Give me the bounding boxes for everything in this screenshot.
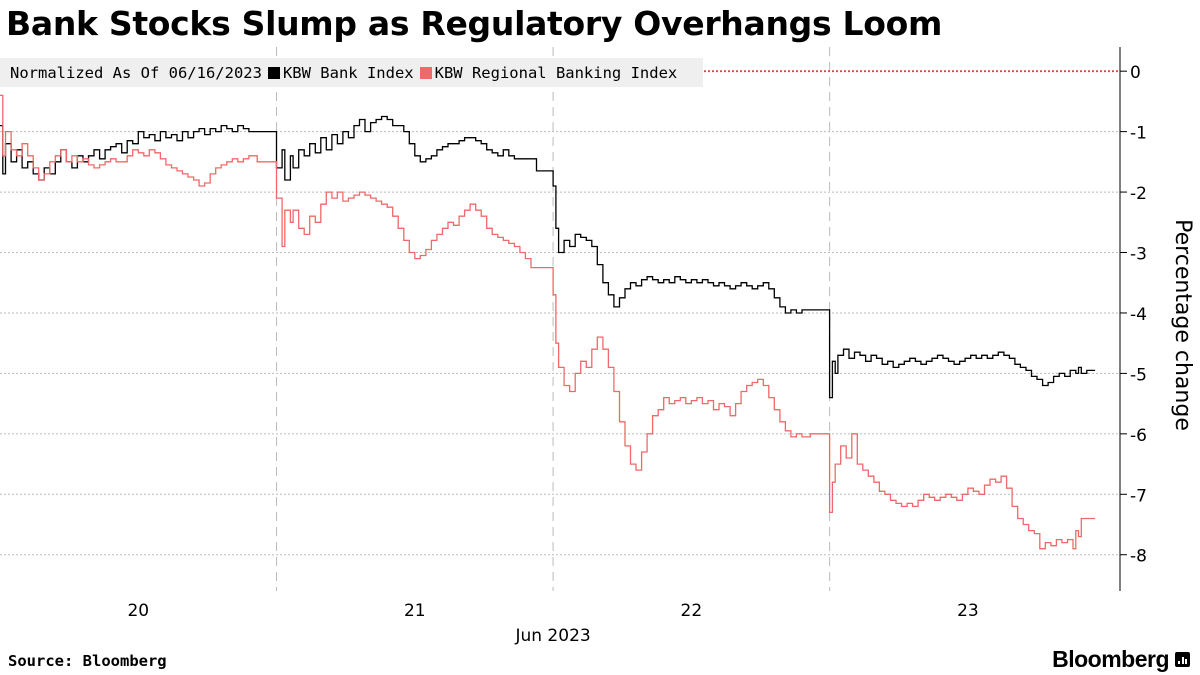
brand-logo: Bloomberg	[1052, 646, 1190, 673]
legend-entry-regional: KBW Regional Banking Index	[419, 63, 678, 82]
x-tick-label: 21	[404, 601, 426, 621]
legend-label-bank: KBW Bank Index	[282, 63, 414, 82]
series-layer	[0, 94, 1096, 550]
x-tick-label: 22	[681, 601, 703, 621]
y-tick-label: -3	[1130, 245, 1147, 265]
y-tick-label: -7	[1130, 486, 1147, 506]
y-tick-label: 0	[1130, 63, 1141, 83]
y-tick-label: -1	[1130, 124, 1147, 144]
source-note: Source: Bloomberg	[8, 652, 167, 670]
x-tick-label: 20	[127, 601, 149, 621]
legend: Normalized As Of 06/16/2023 KBW Bank Ind…	[0, 58, 703, 87]
chart-title: Bank Stocks Slump as Regulatory Overhang…	[6, 4, 943, 43]
y-tick-label: -6	[1130, 426, 1147, 446]
series-line-regional	[0, 94, 1096, 550]
y-tick-label: -8	[1130, 547, 1147, 567]
grid-layer	[0, 47, 1120, 591]
y-tick-label: -2	[1130, 184, 1147, 204]
x-axis-label: Jun 2023	[514, 626, 590, 646]
legend-swatch-regional	[419, 66, 432, 79]
normalization-note: Normalized As Of 06/16/2023	[10, 63, 262, 82]
axis-layer: 0 -1 -2 -3 -4 -5 -6 -7 -8 20 21 22 23 Jun 2023 Percent…	[127, 47, 1195, 646]
legend-label-regional: KBW Regional Banking Index	[434, 63, 678, 82]
legend-swatch-bank	[267, 66, 280, 79]
x-tick-label: 23	[957, 601, 979, 621]
y-tick-label: -4	[1130, 305, 1147, 325]
brand-name: Bloomberg	[1052, 646, 1169, 672]
bloomberg-mark-icon	[1175, 652, 1190, 667]
y-tick-label: -5	[1130, 365, 1147, 385]
legend-entry-bank: KBW Bank Index	[267, 63, 414, 82]
series-line-bank	[0, 115, 1096, 399]
y-axis-label: Percentage change	[1170, 219, 1195, 431]
